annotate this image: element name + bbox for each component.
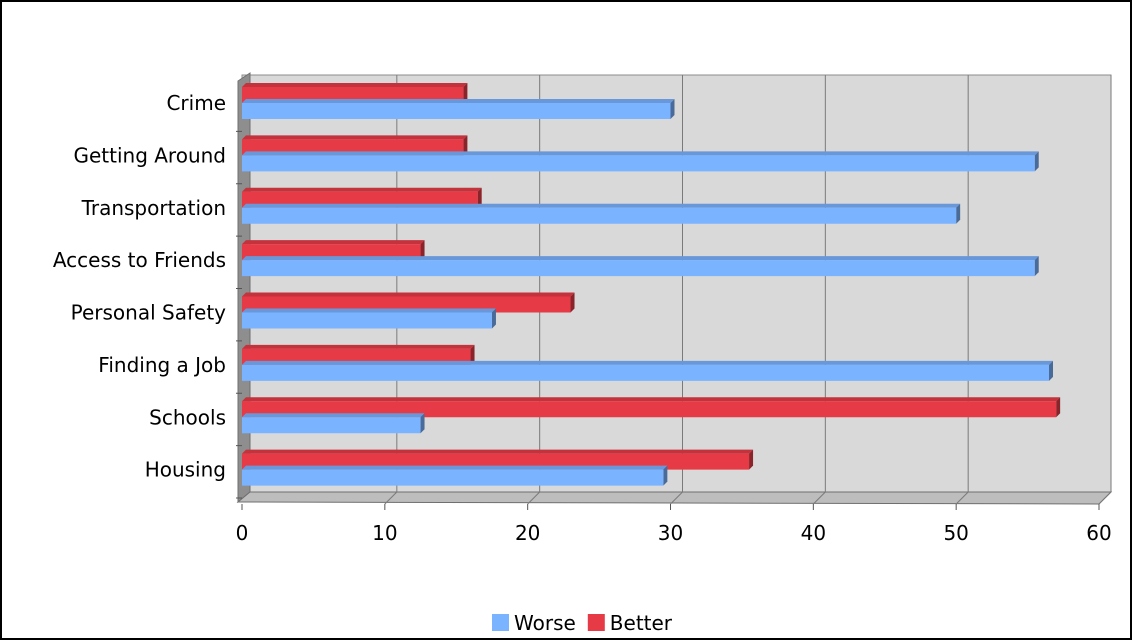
y-axis-categories: Crime Getting Around Transportation Access … [53,91,242,499]
bar-better-schools [242,397,1061,418]
bar-worse-transportation [242,203,961,224]
x-axis-ticks: 0 10 20 30 40 50 60 [236,504,1112,545]
plot-area [236,72,1113,505]
legend: Worse Better [492,611,673,635]
category-label-schools: Schools [149,405,226,429]
x-tick-label: 30 [658,521,683,545]
bar-worse-housing [242,465,668,486]
bars [242,83,1061,486]
category-label-personal-safety: Personal Safety [71,301,227,325]
gridline-floor [670,491,683,505]
gridline-floor [812,491,826,505]
gridline-floor [384,491,398,505]
x-tick-label: 0 [236,521,249,545]
x-tick-label: 50 [943,521,968,545]
category-label-getting-around: Getting Around [73,143,226,167]
bar-worse-getting-around [242,151,1039,172]
gridline-floor [1098,491,1112,505]
gridlines [384,75,1112,505]
bar-worse-access-to-friends [242,256,1039,277]
x-tick-label: 40 [801,521,826,545]
category-label-crime: Crime [166,91,226,115]
category-label-finding-a-job: Finding a Job [98,353,226,377]
category-label-housing: Housing [145,458,226,482]
category-label-transportation: Transportation [81,196,226,220]
x-tick-label: 10 [372,521,397,545]
legend-swatch-worse [492,614,509,631]
legend-label-worse: Worse [514,611,576,635]
plot-floor [236,491,1113,505]
gridline-floor [527,491,541,505]
bar-worse-personal-safety [242,308,496,329]
legend-swatch-better [587,614,605,631]
bar-worse-crime [242,99,675,119]
x-tick-label: 60 [1086,521,1111,545]
category-label-access-to-friends: Access to Friends [53,248,226,272]
x-tick-label: 20 [515,521,540,545]
bar-worse-schools [242,413,425,434]
gridline-floor [955,491,969,505]
legend-label-better: Better [610,611,673,635]
bar-worse-finding-a-job [242,360,1054,381]
